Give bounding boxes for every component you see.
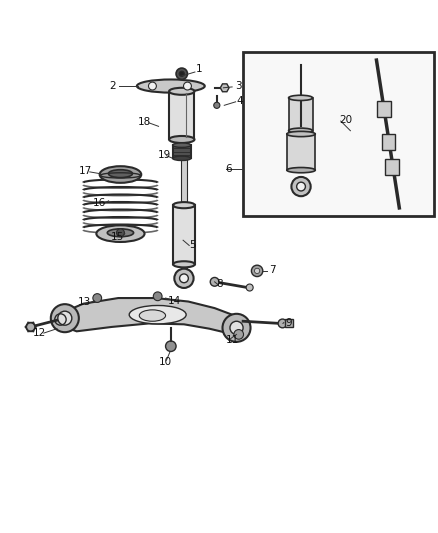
Text: 14: 14 — [168, 296, 181, 305]
Bar — [169, 91, 194, 140]
Text: 7: 7 — [269, 265, 276, 275]
Polygon shape — [61, 298, 245, 333]
Circle shape — [291, 177, 311, 196]
Ellipse shape — [287, 167, 315, 173]
Circle shape — [93, 294, 102, 302]
Ellipse shape — [169, 88, 194, 95]
Bar — [287, 134, 315, 170]
Circle shape — [214, 102, 220, 108]
Circle shape — [166, 341, 176, 351]
Ellipse shape — [108, 169, 132, 177]
Circle shape — [278, 319, 287, 328]
Circle shape — [223, 314, 251, 342]
Text: 12: 12 — [33, 328, 46, 338]
Ellipse shape — [139, 310, 166, 321]
Text: 20: 20 — [339, 115, 353, 125]
Circle shape — [246, 284, 253, 291]
Circle shape — [148, 82, 156, 90]
Text: 11: 11 — [226, 335, 239, 345]
Circle shape — [26, 323, 35, 331]
Circle shape — [180, 274, 188, 282]
Circle shape — [179, 71, 184, 76]
Text: 17: 17 — [79, 166, 92, 176]
Bar — [285, 319, 293, 327]
Bar — [289, 98, 313, 131]
Ellipse shape — [289, 95, 313, 101]
Text: 2: 2 — [110, 81, 117, 91]
Circle shape — [251, 265, 263, 277]
Bar — [181, 158, 187, 273]
Circle shape — [254, 268, 260, 273]
Ellipse shape — [100, 166, 141, 183]
Ellipse shape — [173, 143, 191, 147]
Circle shape — [51, 304, 79, 332]
Ellipse shape — [107, 229, 134, 237]
Text: 10: 10 — [159, 357, 172, 367]
Text: 13: 13 — [78, 297, 91, 308]
Circle shape — [184, 82, 191, 90]
Circle shape — [117, 229, 124, 237]
Circle shape — [234, 329, 244, 339]
Text: 8: 8 — [216, 279, 223, 289]
Text: 5: 5 — [189, 240, 196, 251]
Text: 4: 4 — [237, 96, 244, 107]
Text: 16: 16 — [93, 198, 106, 208]
Ellipse shape — [96, 225, 145, 242]
Ellipse shape — [287, 131, 315, 136]
Text: 3: 3 — [235, 81, 242, 91]
Circle shape — [153, 292, 162, 301]
Bar — [385, 159, 399, 175]
Circle shape — [174, 269, 194, 288]
Bar — [173, 205, 195, 264]
Ellipse shape — [137, 79, 205, 93]
Ellipse shape — [173, 261, 195, 268]
Bar — [378, 101, 391, 117]
Text: 9: 9 — [285, 318, 292, 328]
Bar — [243, 52, 434, 216]
Circle shape — [176, 68, 187, 79]
Text: 18: 18 — [138, 117, 151, 127]
Polygon shape — [220, 84, 229, 92]
Ellipse shape — [173, 156, 191, 160]
Circle shape — [230, 321, 243, 334]
Text: 6: 6 — [225, 164, 232, 174]
Bar — [173, 145, 191, 158]
Bar — [382, 134, 395, 150]
Text: 1: 1 — [196, 64, 203, 75]
Circle shape — [58, 311, 72, 325]
Text: 15: 15 — [111, 232, 124, 242]
Ellipse shape — [289, 128, 313, 133]
Ellipse shape — [169, 136, 194, 143]
Circle shape — [210, 278, 219, 286]
Circle shape — [297, 182, 305, 191]
Ellipse shape — [129, 305, 186, 324]
Text: 19: 19 — [158, 150, 171, 160]
Ellipse shape — [173, 202, 195, 208]
